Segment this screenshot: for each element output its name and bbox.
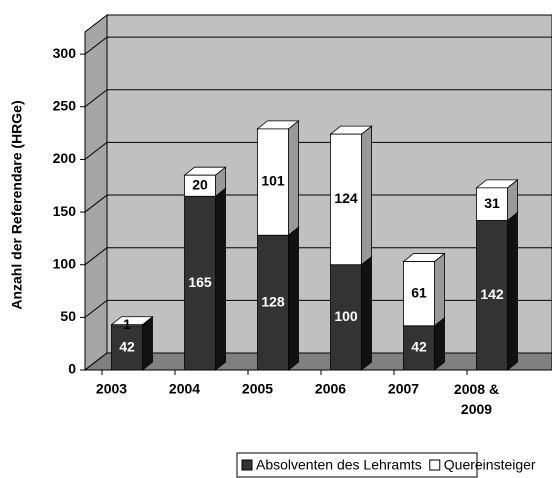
- bar: [330, 133, 362, 266]
- data-label: 100: [334, 308, 358, 324]
- x-tick-label: 2006: [315, 381, 346, 397]
- y-tick-label: 250: [53, 97, 77, 113]
- bar-side: [434, 252, 445, 327]
- legend-swatch: [241, 459, 253, 471]
- legend-label: Absolventen des Lehramts: [256, 457, 422, 473]
- bar-side: [507, 211, 518, 371]
- x-tick-label: 2004: [169, 381, 200, 397]
- data-label: 1: [123, 316, 131, 332]
- data-label: 61: [411, 284, 427, 300]
- data-label: 101: [261, 173, 285, 189]
- bar: [111, 324, 143, 327]
- data-label: 142: [480, 286, 504, 302]
- grid-line-side: [84, 247, 108, 266]
- bar-side: [288, 120, 299, 237]
- bar-side: [361, 255, 372, 371]
- y-tick-label: 300: [53, 45, 77, 61]
- bar: [403, 261, 435, 327]
- x-tick-label: 2005: [242, 381, 273, 397]
- bar: [257, 234, 289, 371]
- y-tick-label: 200: [53, 150, 77, 166]
- grid-line-side: [84, 299, 108, 318]
- bar-side: [434, 316, 445, 371]
- grid-line-side: [84, 194, 108, 213]
- grid-line-side: [84, 36, 108, 55]
- y-axis-label: Anzahl der Referendare (HRGe): [9, 100, 25, 309]
- bar: [476, 187, 508, 221]
- data-label: 165: [188, 274, 212, 290]
- bar-side: [361, 125, 372, 266]
- x-tick-label: 2007: [388, 381, 419, 397]
- data-label: 42: [411, 339, 427, 355]
- data-label: 124: [334, 190, 358, 206]
- bar: [257, 128, 289, 236]
- y-tick-label: 100: [53, 255, 77, 271]
- bar-side: [288, 226, 299, 371]
- grid-line-side: [84, 142, 108, 160]
- x-tick-label: 2003: [96, 381, 127, 397]
- y-tick-label: 150: [53, 203, 77, 219]
- bar: [403, 325, 435, 371]
- legend-swatch: [429, 459, 441, 471]
- y-tick-label: 50: [60, 308, 76, 324]
- data-label: 42: [119, 339, 135, 355]
- bar: [330, 264, 362, 371]
- data-label: 20: [192, 176, 208, 192]
- bar-side: [215, 187, 226, 371]
- legend-label: Quereinsteiger: [444, 457, 536, 473]
- y-tick-label: 0: [68, 361, 76, 377]
- side-wall: [84, 13, 108, 372]
- bar: [184, 174, 216, 197]
- bar-side: [142, 316, 153, 371]
- bar: [184, 195, 216, 371]
- bar: [111, 325, 143, 371]
- data-label: 31: [484, 195, 500, 211]
- data-label: 128: [261, 293, 285, 309]
- x-tick-label: 2008 & 2009: [454, 381, 499, 417]
- grid-line-side: [84, 89, 108, 108]
